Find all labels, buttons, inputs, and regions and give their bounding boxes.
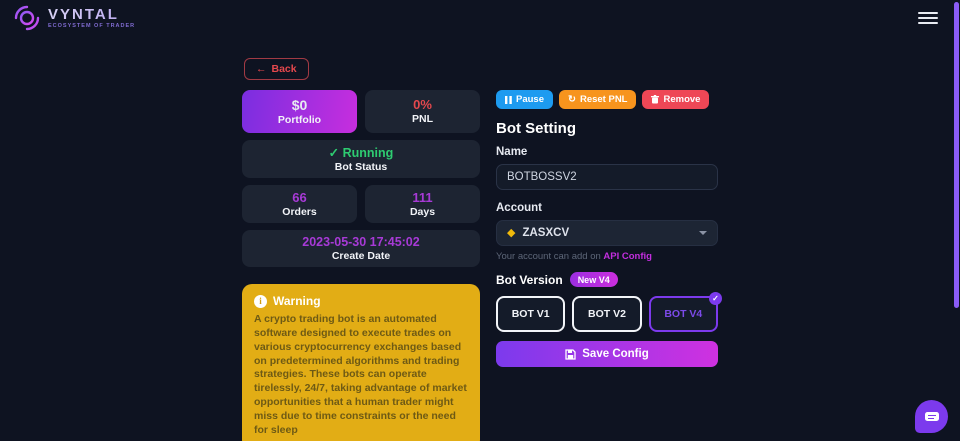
top-bar: VYNTAL ECOSYSTEM OF TRADER [0,0,960,36]
create-date-value: 2023-05-30 17:45:02 [302,235,420,249]
vyntal-swirl-icon [14,5,40,31]
trash-icon [651,95,660,104]
chat-launcher-button[interactable] [915,400,948,433]
bot-v2-button[interactable]: BOT V2 [572,296,642,332]
back-arrow-icon: ← [256,63,267,75]
orders-label: Orders [282,206,317,218]
selected-check-icon: ✓ [708,292,722,305]
scrollbar-thumb[interactable] [954,2,959,308]
bot-status-card: ✓ Running Bot Status [242,140,480,178]
warning-box: i Warning A crypto trading bot is an aut… [242,284,480,441]
api-config-link[interactable]: API Config [603,251,652,262]
account-label: Account [496,202,542,214]
save-config-button[interactable]: Save Config [496,341,718,367]
pnl-label: PNL [412,113,433,125]
account-select[interactable]: ◆ ZASXCV [496,220,718,246]
bot-version-label: Bot Version [496,272,563,287]
create-date-label: Create Date [331,250,391,262]
main-content: ← Back $0 Portfolio 0% PNL ✓ Running Bot… [242,58,722,441]
reset-pnl-button[interactable]: ↻ Reset PNL [559,90,637,109]
chat-icon [924,412,939,421]
brand-tagline: ECOSYSTEM OF TRADER [48,22,136,29]
pause-icon [505,95,512,104]
menu-hamburger-icon[interactable] [918,9,938,27]
portfolio-card: $0 Portfolio [242,90,357,133]
days-card: 111 Days [365,185,480,223]
bot-name-input[interactable] [496,164,718,190]
name-label: Name [496,146,528,158]
binance-icon: ◆ [507,226,516,239]
account-selected-value: ZASXCV [522,227,570,239]
remove-button[interactable]: Remove [642,90,710,109]
new-v4-badge: New V4 [569,272,618,287]
back-button[interactable]: ← Back [244,58,309,80]
info-icon: i [254,294,267,308]
account-helper-text: Your account can add on API Config [496,251,652,262]
pnl-value: 0% [413,97,432,112]
refresh-icon: ↻ [568,94,576,105]
check-icon: ✓ [328,146,343,160]
pause-button[interactable]: Pause [496,90,553,109]
bot-v4-button[interactable]: BOT V4 ✓ [648,292,722,332]
orders-value: 66 [292,190,307,205]
warning-title: Warning [273,294,321,308]
portfolio-value: $0 [291,97,308,113]
days-value: 111 [412,190,433,205]
chevron-down-icon [699,231,707,235]
create-date-card: 2023-05-30 17:45:02 Create Date [242,230,480,267]
warning-body: A crypto trading bot is an automated sof… [254,313,467,436]
brand-logo: VYNTAL ECOSYSTEM OF TRADER [14,5,135,31]
portfolio-label: Portfolio [277,114,322,126]
save-icon [565,348,576,360]
orders-card: 66 Orders [242,185,357,223]
days-label: Days [409,206,436,218]
bot-status-value: ✓ Running [328,146,394,160]
bot-v1-button[interactable]: BOT V1 [496,296,566,332]
bot-setting-title: Bot Setting [496,120,576,137]
bot-status-label: Bot Status [334,161,388,173]
brand-name: VYNTAL [48,7,135,22]
pnl-card: 0% PNL [365,90,480,133]
